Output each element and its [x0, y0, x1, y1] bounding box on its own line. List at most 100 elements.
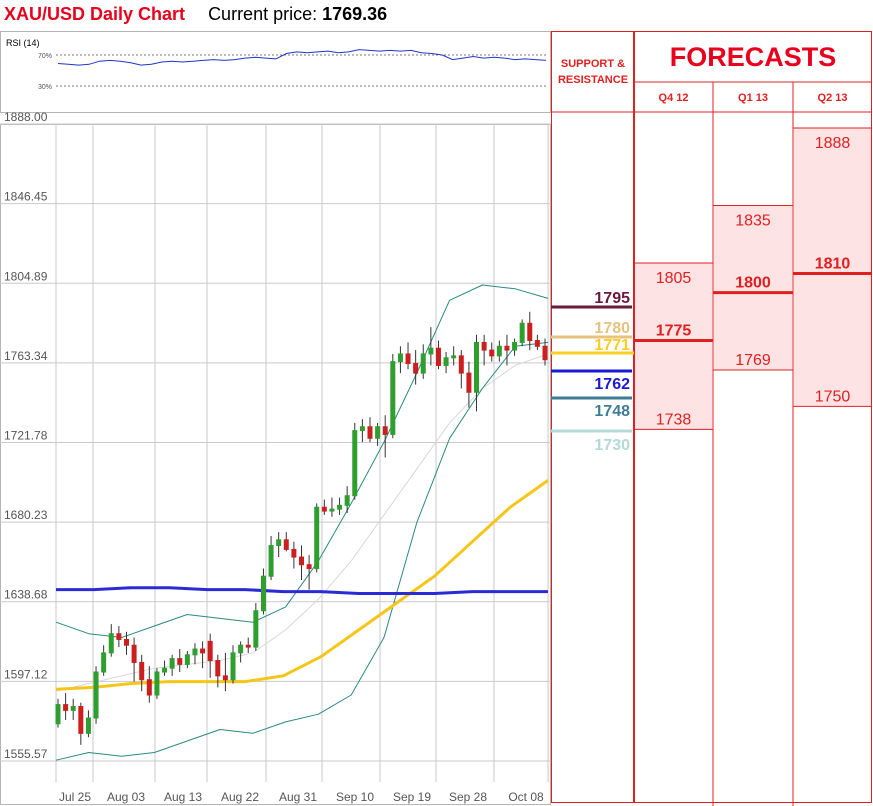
- candle-body: [245, 644, 251, 648]
- candle-body: [169, 658, 175, 669]
- candle-body: [101, 652, 107, 673]
- candle-body: [139, 661, 145, 681]
- candle-body: [192, 648, 198, 656]
- forecast-high-value: 1805: [656, 270, 692, 287]
- candle-body: [215, 660, 221, 677]
- candle-body: [527, 322, 533, 342]
- support-resistance-column: [551, 31, 634, 803]
- price-value: 1769.36: [322, 4, 388, 24]
- candle-body: [352, 430, 358, 497]
- candle-body: [420, 353, 426, 374]
- price-panel: [0, 124, 551, 805]
- candle-body: [93, 671, 99, 719]
- candle-body: [443, 357, 449, 366]
- bollinger-lower-line: [55, 341, 549, 761]
- candle-body: [466, 372, 472, 393]
- candle-body: [329, 508, 335, 512]
- candle-body: [435, 347, 441, 366]
- candle-body: [375, 426, 381, 439]
- candle-body: [123, 638, 129, 646]
- x-tick-label: Aug 03: [107, 790, 145, 804]
- forecasts-title: FORECASTS: [670, 42, 837, 72]
- bollinger-upper-line: [55, 284, 549, 638]
- forecast-low-value: 1769: [735, 352, 771, 369]
- candle-body: [542, 345, 548, 361]
- y-tick-label: 1888.00: [4, 110, 48, 124]
- forecast-mid-value: 1810: [815, 255, 851, 272]
- candle-body: [413, 363, 419, 374]
- y-tick-label: 1763.34: [4, 349, 48, 363]
- candle-body: [116, 633, 122, 640]
- candle-body: [519, 322, 525, 343]
- candle-body: [474, 341, 480, 393]
- price-label: Current price:: [208, 4, 318, 24]
- candle-body: [154, 671, 160, 696]
- candle-body: [55, 704, 61, 725]
- candle-body: [63, 704, 69, 711]
- candle-body: [496, 345, 502, 357]
- support-label-line2: RESISTANCE: [558, 74, 628, 86]
- chart-title: XAU/USD Daily Chart: [4, 4, 186, 24]
- candle-body: [253, 610, 259, 648]
- candle-body: [534, 340, 540, 347]
- y-tick-label: 1555.57: [4, 747, 48, 761]
- candle-body: [397, 353, 403, 363]
- rsi-panel: [0, 31, 551, 113]
- support-label-line1: SUPPORT &: [561, 58, 625, 70]
- support-resistance-value: 1748: [594, 403, 630, 420]
- candle-body: [131, 644, 137, 663]
- candle-body: [260, 575, 266, 612]
- candle-body: [146, 679, 152, 696]
- candle-body: [382, 426, 388, 435]
- candle-body: [207, 640, 213, 662]
- candle-body: [108, 633, 114, 654]
- x-tick-label: Sep 28: [449, 790, 487, 804]
- candle-body: [162, 667, 168, 673]
- x-tick-label: Oct 08: [508, 790, 544, 804]
- candle-body: [512, 341, 518, 351]
- candle-body: [299, 556, 304, 566]
- candle-body: [344, 495, 350, 506]
- forecast-high-value: 1835: [735, 213, 771, 230]
- y-tick-label: 1638.68: [4, 588, 48, 602]
- support-resistance-value: 1795: [594, 290, 630, 307]
- forecast-high-value: 1888: [815, 135, 851, 152]
- candle-body: [321, 506, 327, 512]
- support-resistance-value: 1730: [594, 437, 630, 454]
- y-tick-label: 1846.45: [4, 190, 48, 204]
- candle-body: [337, 504, 343, 510]
- x-tick-label: Sep 10: [336, 790, 374, 804]
- y-tick-label: 1804.89: [4, 269, 48, 283]
- candle-body: [283, 539, 289, 550]
- candle-body: [200, 648, 206, 654]
- sma-gray-line: [55, 353, 549, 692]
- rsi-level-70: 70%: [38, 53, 52, 60]
- support-resistance-value: 1780: [594, 320, 630, 337]
- forecast-mid-value: 1800: [735, 275, 771, 292]
- forecast-quarter-label: Q2 13: [818, 92, 848, 104]
- forecast-mid-value: 1775: [656, 323, 692, 340]
- rsi-label: RSI (14): [6, 38, 40, 48]
- sma-blue-line: [56, 586, 548, 595]
- candle-body: [222, 675, 228, 681]
- support-resistance-value: 1771: [594, 337, 630, 354]
- forecast-range-box: [635, 263, 712, 430]
- rsi-level-30: 30%: [38, 84, 52, 91]
- candle-body: [230, 652, 236, 681]
- sma-yellow-line: [55, 479, 549, 691]
- forecast-quarter-label: Q1 13: [738, 92, 768, 104]
- candle-body: [314, 506, 320, 570]
- candle-body: [306, 564, 312, 570]
- candle-body: [458, 355, 464, 374]
- candle-body: [390, 361, 396, 435]
- y-tick-label: 1680.23: [4, 508, 48, 522]
- candle-body: [238, 644, 244, 654]
- forecast-range-box: [794, 128, 871, 407]
- candle-body: [481, 341, 487, 351]
- candle-body: [70, 706, 76, 711]
- candle-body: [405, 353, 411, 365]
- y-tick-label: 1597.12: [4, 667, 48, 681]
- candle-body: [85, 717, 91, 734]
- x-tick-label: Sep 19: [393, 790, 431, 804]
